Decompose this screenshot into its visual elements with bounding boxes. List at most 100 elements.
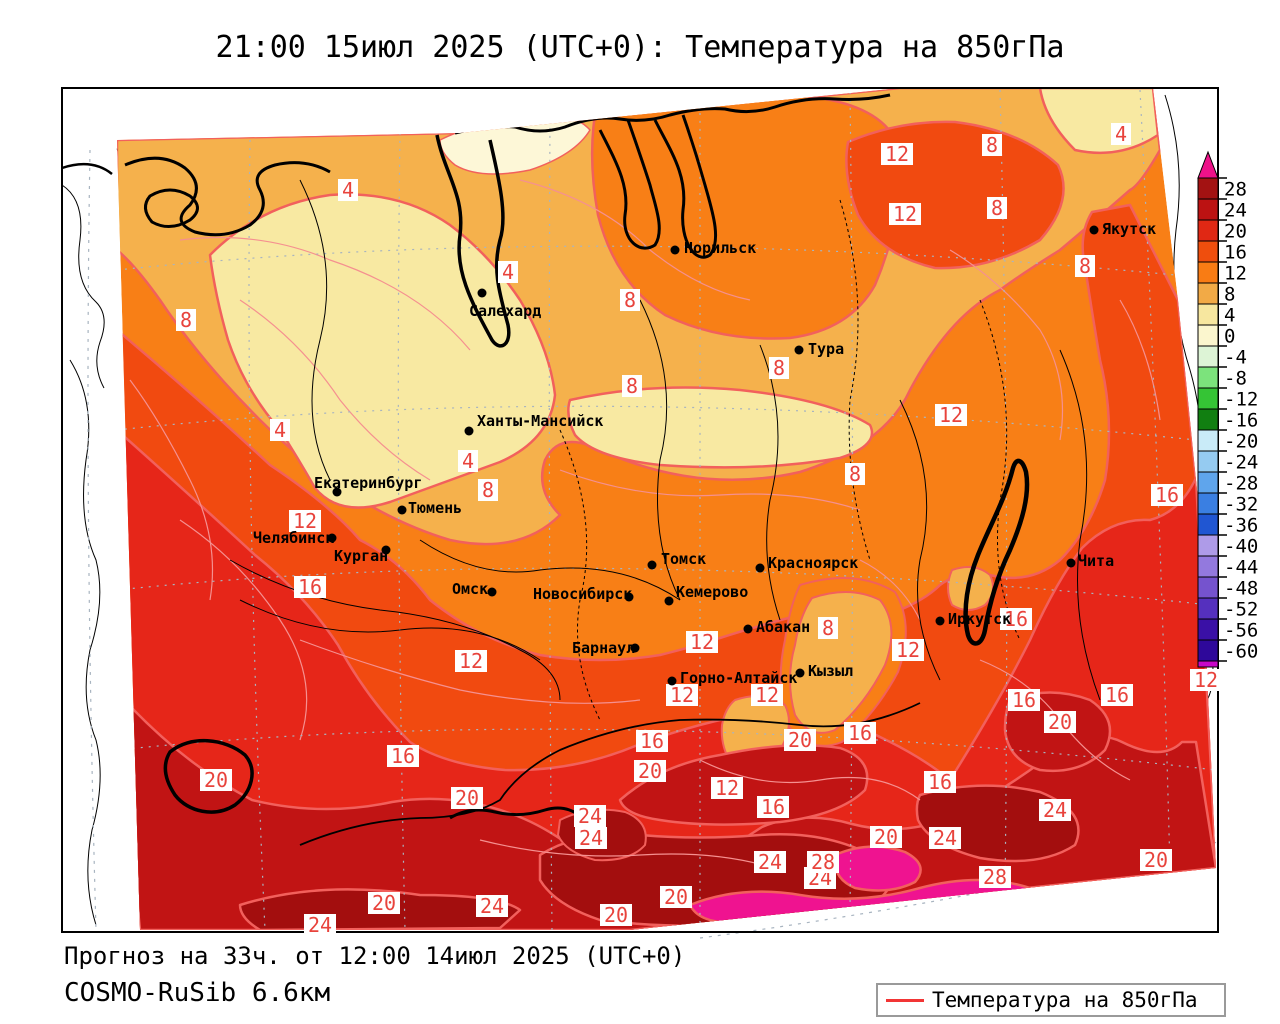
city-label: Ханты-Мансийск (477, 412, 603, 430)
svg-text:12: 12 (939, 403, 963, 427)
contour-label: 16 (1101, 683, 1133, 707)
city-Челябинск: Челябинск (253, 529, 337, 547)
colorbar-value: -4 (1224, 347, 1247, 369)
city-label: Тура (808, 340, 844, 358)
colorbar-value: 28 (1224, 179, 1247, 201)
colorbar-value: 24 (1224, 200, 1247, 222)
contour-label: 8 (987, 196, 1007, 220)
svg-text:20: 20 (204, 768, 228, 792)
colorbar-box (1197, 429, 1219, 452)
colorbar-box (1197, 576, 1219, 599)
colorbar-arrow-bottom (1197, 660, 1219, 668)
contour-label: 12 (892, 638, 924, 662)
admin-9 (979, 299, 1021, 641)
svg-text:24: 24 (308, 913, 332, 937)
colorbar-box (1197, 618, 1219, 641)
contour-label: 28 (979, 865, 1011, 889)
colorbar-value: 4 (1224, 305, 1235, 327)
city-Горно-Алтайск: Горно-Алтайск (667, 669, 797, 687)
city-dot (670, 245, 680, 255)
svg-text:20: 20 (604, 903, 628, 927)
contour-label: 24 (575, 826, 607, 850)
region-20-24-inner (618, 743, 869, 826)
city-Чита: Чита (1066, 552, 1114, 570)
contour-label: 16 (1151, 483, 1183, 507)
city-dot (743, 624, 753, 634)
city-dot (464, 426, 474, 436)
svg-text:12: 12 (459, 649, 483, 673)
contour-label: 4 (498, 260, 518, 284)
svg-text:16: 16 (1105, 683, 1129, 707)
colorbar-box (1197, 324, 1219, 347)
contour-label: 8 (818, 616, 838, 640)
city-label: Курган (334, 547, 388, 565)
contour-label: 8 (982, 133, 1002, 157)
contour-label: 12 (666, 683, 698, 707)
svg-text:4: 4 (342, 178, 354, 202)
svg-text:24: 24 (578, 804, 602, 828)
svg-text:20: 20 (1048, 710, 1072, 734)
svg-text:16: 16 (298, 575, 322, 599)
svg-text:20: 20 (874, 825, 898, 849)
colorbar-box (1197, 471, 1219, 494)
svg-text:12: 12 (670, 683, 694, 707)
svg-text:12: 12 (755, 683, 779, 707)
colorbar-value: 16 (1224, 242, 1247, 264)
svg-text:8: 8 (482, 478, 494, 502)
colorbar-box (1197, 597, 1219, 620)
city-markers: Норильск Салехард Тура Ханты-Мансийск Якутск… (253, 220, 1156, 687)
contour-label: 8 (176, 308, 196, 332)
contour-label: 12 (881, 142, 913, 166)
region-4-8-sayan (789, 590, 893, 734)
contour-label: 8 (845, 462, 865, 486)
city-label: Абакан (756, 618, 810, 636)
contour-label: 12 (686, 630, 718, 654)
city-dot (647, 560, 657, 570)
city-Красноярск: Красноярск (755, 554, 858, 573)
city-dot (755, 563, 765, 573)
city-label: Барнаул (572, 639, 635, 657)
city-dot (624, 592, 634, 602)
svg-text:20: 20 (455, 786, 479, 810)
admin-7 (419, 539, 681, 601)
contour-label: 24 (1039, 798, 1071, 822)
svg-text:16: 16 (848, 721, 872, 745)
contour-label: 20 (1140, 848, 1172, 872)
contour-label: 20 (660, 885, 692, 909)
colorbar-box (1197, 450, 1219, 473)
colorbar-box (1197, 345, 1219, 368)
admin-8 (239, 599, 541, 661)
colorbar-box (1197, 555, 1219, 578)
svg-text:16: 16 (761, 795, 785, 819)
city-label: Екатеринбург (314, 474, 422, 492)
svg-text:8: 8 (626, 374, 638, 398)
admin-4 (759, 344, 781, 621)
contour-label: 12 (751, 683, 783, 707)
model-info: COSMO-RuSib 6.6км (64, 978, 331, 1008)
minor-contours (129, 179, 1161, 871)
colorbar-value: -20 (1224, 431, 1258, 453)
contour-label: 12 (935, 403, 967, 427)
city-Абакан: Абакан (743, 618, 810, 636)
svg-text:16: 16 (640, 729, 664, 753)
contour-label: 24 (574, 804, 606, 828)
colorbar-value: -12 (1224, 389, 1258, 411)
colorbar-value: -56 (1224, 620, 1258, 642)
altai-border (449, 806, 581, 820)
contour-label: 20 (451, 786, 483, 810)
contour-label: 8 (478, 478, 498, 502)
colorbar-box (1197, 198, 1219, 221)
contour-label: 16 (844, 721, 876, 745)
map-title: 21:00 15июл 2025 (UTC+0): Температура на… (215, 30, 1065, 65)
contour-label: 16 (387, 744, 419, 768)
contour-label: 4 (338, 178, 358, 202)
ob-gulf (435, 134, 511, 348)
colorbar: 2824201612840-4-8-12-16-20-24-28-32-36-4… (1197, 150, 1258, 668)
city-label: Горно-Алтайск (680, 669, 797, 687)
contour-label: 20 (784, 728, 816, 752)
contour-label: 20 (870, 825, 902, 849)
colorbar-value: -8 (1224, 368, 1247, 390)
colorbar-box (1197, 534, 1219, 557)
colorbar-box (1197, 366, 1219, 389)
